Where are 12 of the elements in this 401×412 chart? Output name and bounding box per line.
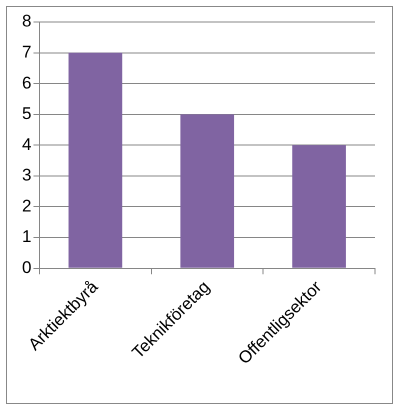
y-tick-label: 5: [22, 104, 32, 124]
bar: [292, 145, 346, 268]
bar: [180, 114, 234, 268]
y-tick-label: 6: [22, 73, 32, 92]
y-tick-label: 4: [22, 134, 32, 154]
y-tick-label: 7: [22, 42, 32, 62]
y-tick-label: 2: [22, 196, 32, 216]
y-tick-label: 0: [22, 258, 32, 277]
bar: [68, 52, 122, 268]
y-tick-label: 1: [22, 227, 32, 246]
y-tick-label: 3: [22, 166, 32, 185]
y-tick-label: 8: [22, 12, 32, 31]
